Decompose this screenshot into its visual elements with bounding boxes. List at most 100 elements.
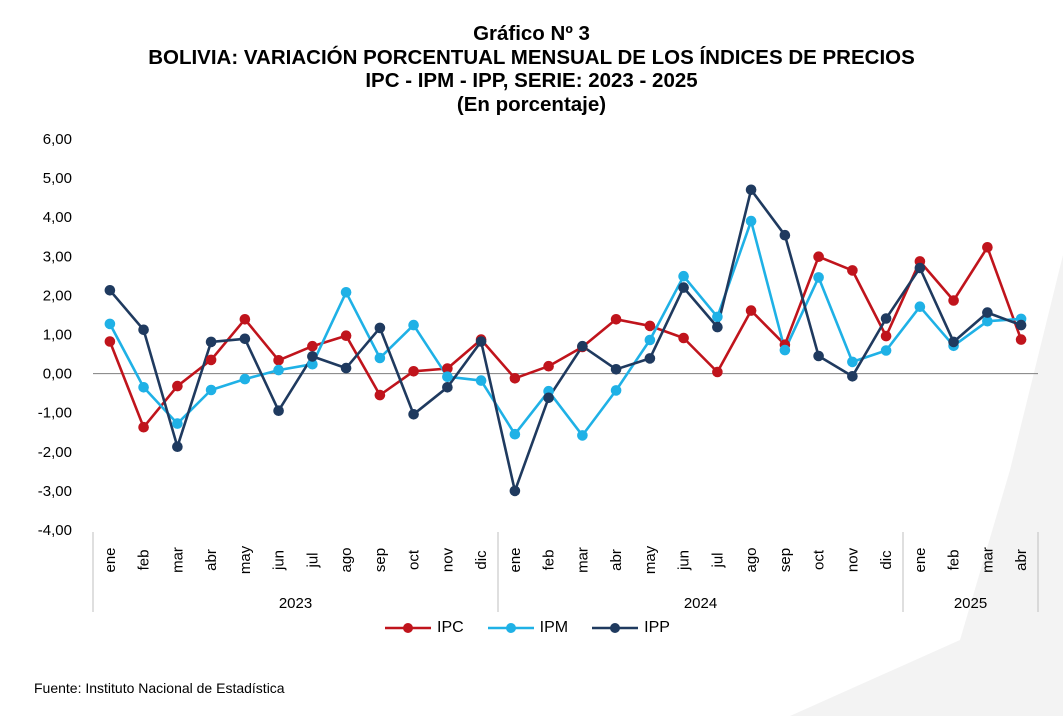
title-line-4: (En porcentaje)	[456, 92, 607, 116]
point-ipm	[205, 384, 217, 396]
point-ipc	[307, 340, 318, 352]
point-ipm	[307, 358, 318, 370]
legend-label-ipm: IPM	[539, 619, 569, 636]
x-tick-label: feb	[946, 550, 963, 571]
point-ipc	[610, 314, 622, 325]
point-ipm	[847, 356, 858, 368]
legend-label-ipp: IPP	[644, 619, 670, 636]
point-ipc	[104, 336, 116, 347]
legend-marker-ipm	[487, 623, 534, 633]
point-ipm	[509, 428, 521, 440]
x-tick-label: ene	[507, 547, 524, 572]
x-tick-label: jul	[304, 552, 321, 568]
legend-marker-ipc	[385, 623, 431, 633]
point-ipc	[172, 380, 183, 392]
point-ipp	[914, 262, 926, 274]
point-ipm	[374, 352, 386, 364]
point-ipc	[374, 389, 386, 401]
point-ipp	[712, 321, 723, 333]
point-ipm	[880, 345, 892, 356]
x-tick-label: mar	[979, 547, 996, 573]
title-line-1: Gráfico Nº 3	[473, 22, 590, 45]
point-ipp	[577, 340, 588, 352]
point-ipm	[712, 311, 723, 323]
point-ipc	[138, 421, 149, 433]
point-ipp	[779, 229, 791, 241]
point-ipc	[712, 366, 723, 378]
point-ipm	[577, 430, 588, 441]
point-ipm	[172, 418, 183, 429]
point-ipm	[745, 215, 757, 227]
x-tick-label: sep	[372, 548, 389, 572]
x-tick-label: abr	[1013, 549, 1030, 571]
series-line-ipm	[108, 219, 1022, 437]
legend-item-ipc: IPC	[385, 619, 464, 637]
x-tick-label: feb	[541, 550, 558, 571]
title-line-3: IPC - IPM - IPP, SERIE: 2023 - 2025	[365, 69, 698, 92]
point-ipm	[104, 318, 116, 330]
x-tick-label: ene	[102, 547, 119, 572]
year-label: 2023	[279, 595, 312, 612]
point-ipm	[678, 270, 689, 282]
x-tick-label: abr	[608, 549, 625, 571]
x-tick-label: oct	[811, 549, 828, 570]
point-ipp	[104, 285, 116, 296]
legend: IPC IPM IPP	[385, 619, 670, 637]
point-ipm	[644, 334, 656, 346]
y-axis: 6,00 5,00 4,00 3,00 2,00 1,00 0,00 -1,00 -2,00 -3…	[38, 131, 1038, 539]
point-ipp	[442, 382, 453, 393]
x-axis: ene feb mar abr may jun jul ago sep oct nov dic ene f…	[92, 532, 1039, 612]
point-ipm	[914, 301, 926, 313]
x-tick-label: nov	[439, 547, 456, 572]
point-ipp	[678, 282, 689, 293]
point-ipp	[543, 392, 554, 404]
point-ipc	[813, 251, 824, 262]
point-ipp	[307, 351, 318, 362]
background-shape	[790, 255, 1063, 716]
y-tick-label: 6,00	[43, 131, 72, 148]
point-ipm	[813, 272, 824, 283]
point-ipc	[644, 320, 656, 332]
point-ipp	[745, 184, 757, 196]
x-tick-label: ene	[912, 547, 929, 572]
point-ipm	[408, 319, 419, 331]
point-ipm	[982, 315, 993, 327]
x-tick-label: jun	[271, 550, 288, 571]
y-tick-label: 0,00	[43, 366, 72, 383]
x-tick-label: dic	[878, 550, 895, 570]
x-tick-label: dic	[473, 550, 490, 570]
x-tick-label: nov	[844, 547, 861, 572]
point-ipp	[340, 362, 352, 374]
series-group	[104, 184, 1027, 497]
x-tick-label: sep	[777, 548, 794, 572]
point-ipc	[745, 305, 757, 316]
x-tick-label: jul	[709, 552, 726, 568]
point-ipp	[205, 336, 217, 348]
point-ipp	[408, 409, 419, 420]
y-tick-label: -3,00	[38, 483, 72, 500]
point-ipc	[948, 295, 959, 306]
point-ipc	[847, 265, 858, 276]
point-ipc	[678, 332, 689, 344]
point-ipc	[273, 355, 284, 366]
point-ipm	[442, 371, 453, 383]
point-ipp	[509, 485, 521, 497]
legend-label-ipc: IPC	[437, 619, 464, 636]
x-tick-label: jun	[676, 550, 693, 571]
x-tick-label: ago	[743, 547, 760, 572]
y-tick-label: 4,00	[43, 209, 72, 226]
point-ipc	[239, 314, 251, 325]
point-ipp	[138, 324, 149, 336]
x-tick-label: oct	[406, 549, 423, 570]
point-ipp	[982, 307, 993, 318]
point-ipp	[880, 313, 892, 324]
point-ipp	[813, 350, 824, 362]
point-ipp	[475, 336, 487, 347]
title-line-2: BOLIVIA: VARIACIÓN PORCENTUAL MENSUAL DE…	[148, 45, 915, 69]
point-ipp	[172, 441, 183, 453]
legend-item-ipp: IPP	[592, 619, 670, 637]
x-tick-label: may	[237, 545, 254, 574]
legend-item-ipm: IPM	[487, 619, 569, 637]
x-tick-label: mar	[574, 547, 591, 573]
